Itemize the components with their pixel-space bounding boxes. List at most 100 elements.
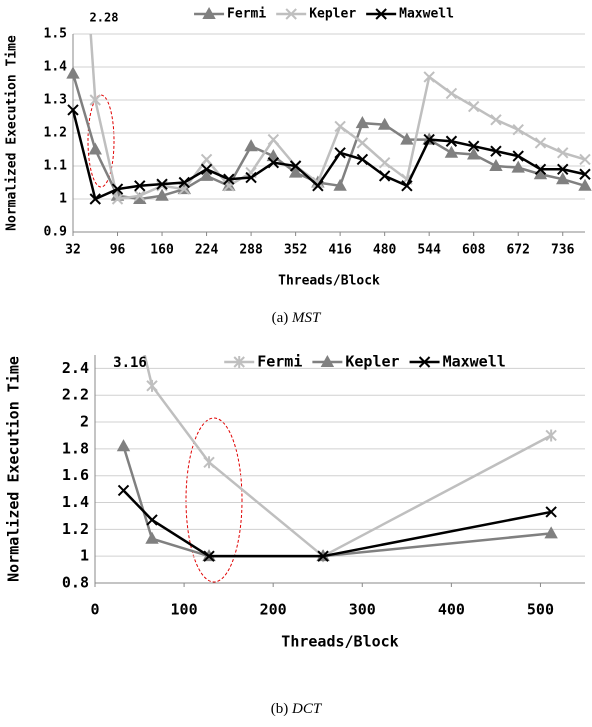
- y-tick-label: 1.5: [44, 27, 67, 42]
- marker: [467, 100, 480, 113]
- x-tick-label: 100: [171, 601, 198, 619]
- y-tick-label: 1.4: [44, 60, 68, 75]
- x-axis-label: Threads/Block: [281, 633, 398, 651]
- series: [89, 34, 591, 205]
- x-tick-label: 0: [90, 601, 99, 619]
- marker: [378, 170, 391, 182]
- marker: [489, 158, 503, 171]
- series-line: [143, 355, 552, 558]
- x-tick-label: 200: [260, 601, 287, 619]
- x-tick-label: 288: [239, 243, 263, 258]
- marker: [146, 514, 158, 526]
- marker: [511, 160, 525, 173]
- series: [66, 66, 592, 204]
- x-tick-label: 736: [551, 243, 575, 258]
- marker: [245, 171, 257, 184]
- marker: [312, 180, 324, 192]
- y-tick-label: 1.6: [62, 466, 89, 484]
- marker: [267, 156, 280, 169]
- y-tick-label: 1.2: [44, 126, 67, 141]
- y-tick-label: 0.9: [44, 225, 67, 240]
- y-tick-label: 2: [80, 413, 89, 431]
- marker: [116, 439, 131, 452]
- marker: [288, 165, 303, 178]
- marker: [317, 550, 329, 562]
- marker: [203, 550, 215, 562]
- marker: [579, 168, 591, 180]
- y-tick-label: 1.8: [62, 439, 89, 457]
- caption-label: (b): [271, 701, 289, 717]
- x-tick-label: 500: [527, 601, 554, 619]
- marker: [111, 193, 124, 205]
- x-tick-label: 416: [328, 243, 352, 258]
- caption: (b) DCT: [271, 701, 323, 717]
- marker: [203, 456, 215, 469]
- legend-item: Kepler: [276, 7, 356, 22]
- legend-item: Maxwell: [409, 353, 506, 371]
- marker: [557, 163, 569, 176]
- marker: [375, 8, 387, 20]
- legend-item: Fermi: [194, 7, 266, 22]
- marker: [67, 104, 79, 116]
- legend: Fermi Kepler Maxwell: [224, 353, 506, 371]
- series-line: [122, 489, 552, 558]
- marker: [377, 117, 392, 130]
- marker: [401, 180, 413, 192]
- x-tick-label: 160: [150, 243, 174, 258]
- marker: [334, 120, 346, 133]
- legend-label: Kepler: [309, 7, 356, 22]
- marker: [155, 188, 169, 201]
- x-tick-label: 480: [373, 243, 397, 258]
- legend-item: Fermi: [224, 353, 302, 371]
- marker: [223, 173, 235, 185]
- marker: [146, 379, 158, 392]
- x-tick-label: 400: [438, 601, 465, 619]
- marker: [444, 145, 459, 158]
- x-tick-label: 32: [65, 243, 81, 258]
- marker: [466, 147, 481, 160]
- y-tick-label: 1: [80, 547, 89, 565]
- marker: [556, 172, 570, 185]
- x-tick-label: 224: [195, 243, 219, 258]
- marker: [334, 147, 346, 159]
- y-tick-label: 1.3: [44, 93, 67, 108]
- marker: [89, 94, 101, 106]
- marker: [557, 147, 569, 159]
- legend-label: Fermi: [257, 353, 302, 371]
- marker: [202, 6, 216, 19]
- caption-label: (a): [272, 310, 289, 326]
- y-tick-label: 0.8: [62, 574, 89, 592]
- marker: [289, 160, 302, 172]
- marker: [88, 142, 102, 155]
- marker: [267, 133, 280, 146]
- series-line: [122, 445, 552, 558]
- marker: [178, 176, 191, 189]
- marker: [545, 506, 557, 518]
- x-axis-label: Threads/Block: [278, 274, 380, 289]
- legend-label: Maxwell: [443, 353, 506, 371]
- highlight-ellipse: [87, 94, 115, 188]
- marker: [66, 66, 80, 79]
- marker: [266, 149, 281, 162]
- y-tick-label: 1.4: [62, 493, 89, 511]
- legend-item: Kepler: [312, 353, 400, 371]
- marker: [356, 137, 369, 149]
- legend-label: Fermi: [227, 7, 266, 22]
- marker: [378, 156, 391, 169]
- chart: 0.9 1 1.1 1.2 1.3 1.4 1.5 32 96 160 224 288 352 416 48…: [5, 7, 592, 326]
- legend-label: Maxwell: [399, 7, 454, 22]
- marker: [356, 153, 369, 166]
- annotation: 2.28: [90, 11, 119, 25]
- marker: [490, 114, 502, 126]
- marker: [111, 183, 124, 195]
- marker: [490, 145, 502, 157]
- marker: [418, 356, 431, 368]
- marker: [119, 260, 129, 272]
- marker: [512, 150, 524, 162]
- marker: [285, 8, 297, 20]
- series: [117, 484, 557, 562]
- marker: [445, 135, 458, 147]
- marker: [156, 178, 168, 190]
- marker: [244, 139, 258, 152]
